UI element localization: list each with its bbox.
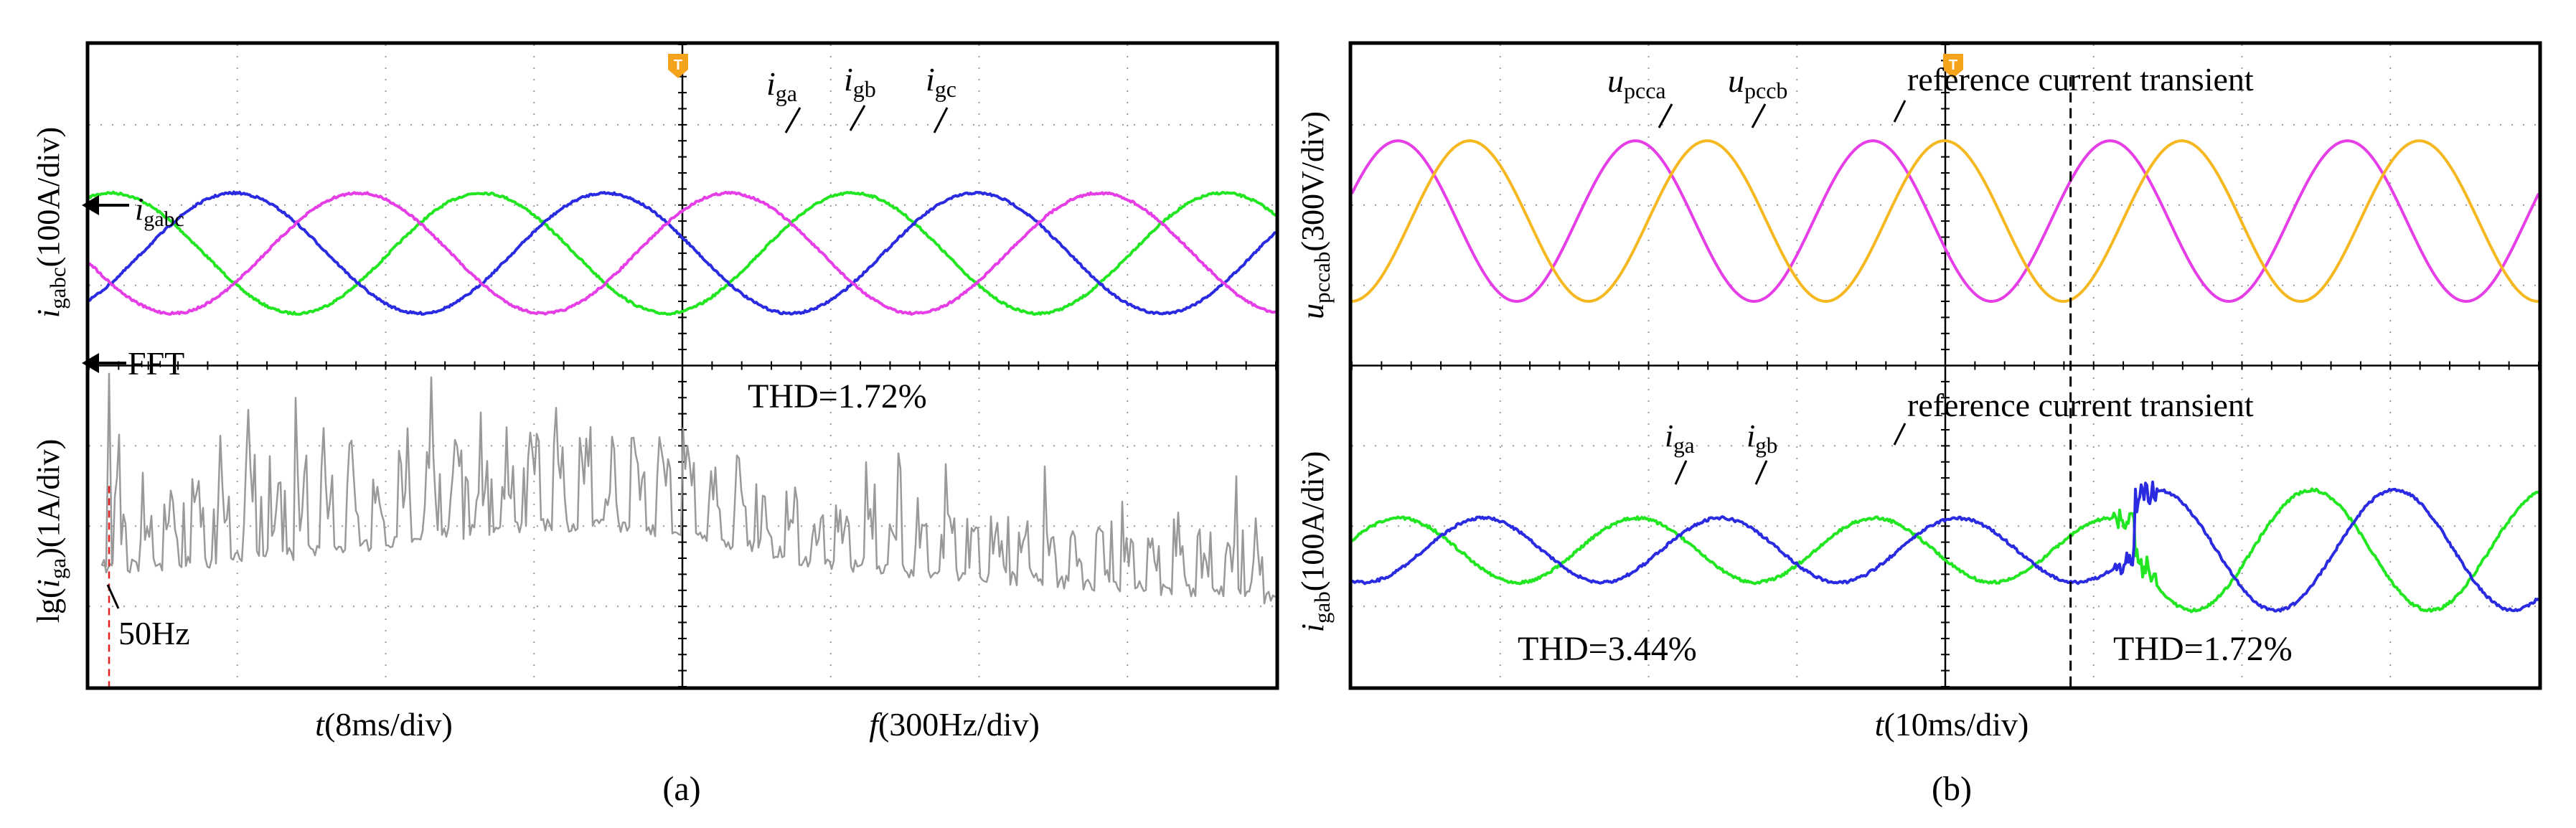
svg-text:igc: igc <box>926 61 956 102</box>
series-igc-a <box>89 190 1276 316</box>
label-upcca: upcca <box>1607 62 1673 128</box>
panel-a-lower-ylabel: lg(iga)(1A/div) <box>31 439 70 624</box>
label-igb-a-main: i <box>844 61 853 98</box>
label-igb-b: igb <box>1747 418 1777 485</box>
fundamental-label-leader <box>106 584 120 609</box>
svg-text:upcca: upcca <box>1607 62 1666 103</box>
panel-b-grid <box>1351 44 2539 687</box>
label-igb-b-sub: gb <box>1755 433 1777 458</box>
panel-b-lower-ylabel: igab(100A/div) <box>1295 451 1335 633</box>
annotation-upper: reference current transient <box>1907 61 2254 98</box>
panel-b-xlabel: t(10ms/div) <box>1875 706 2029 743</box>
svg-text:igb: igb <box>1747 418 1777 458</box>
channel-marker-igabc-main: i <box>135 192 144 227</box>
trigger-marker-a: T <box>668 54 688 78</box>
panel-a-grid <box>88 44 1277 687</box>
panel-b-traces <box>1352 139 2539 613</box>
panel-a-xlabel-freq: f(300Hz/div) <box>869 706 1040 743</box>
label-upccb-main: u <box>1728 62 1744 99</box>
thd-after: THD=1.72% <box>2113 630 2293 668</box>
label-iga-b-main: i <box>1665 418 1673 453</box>
panel-b: T reference current transient reference … <box>1295 41 2542 808</box>
trigger-marker-b: T <box>1943 54 1963 78</box>
channel-marker-igabc-sub: gabc <box>144 207 184 231</box>
label-iga-a: iga <box>766 65 802 133</box>
fundamental-label: 50Hz <box>118 615 190 651</box>
channel-marker-fft-text: FFT <box>128 345 184 382</box>
series-upccb <box>1352 139 2539 303</box>
fft-spectrum <box>100 372 1276 605</box>
label-igc-a-main: i <box>926 61 935 98</box>
svg-text:upccb: upccb <box>1728 62 1787 103</box>
svg-text:igb: igb <box>844 61 876 102</box>
panel-b-caption: (b) <box>1932 770 1972 808</box>
series-igb-a <box>89 190 1276 316</box>
thd-label-a: THD=1.72% <box>748 377 927 415</box>
panel-a: T iga igb igc igabc FFT THD=1.72% <box>31 41 1279 808</box>
label-upcca-main: u <box>1607 62 1624 99</box>
svg-text:iga: iga <box>1665 418 1695 458</box>
series-upcca <box>1352 139 2539 303</box>
label-iga-a-sub: ga <box>776 80 797 106</box>
label-iga-a-main: i <box>766 65 776 102</box>
label-upccb: upccb <box>1728 62 1787 128</box>
label-igc-a: igc <box>926 61 956 133</box>
label-upcca-sub: pcca <box>1624 77 1666 103</box>
channel-marker-igabc: igabc <box>82 192 184 231</box>
panel-a-xlabel-time: t(8ms/div) <box>315 706 453 743</box>
series-igb-b <box>1352 480 2539 613</box>
panel-a-traces <box>89 190 1276 605</box>
panel-b-upper-ylabel: upccab(300V/div) <box>1295 111 1335 319</box>
annotation-upper-leader <box>1893 100 1907 123</box>
panel-a-upper-ylabel: igabc(100A/div) <box>31 127 70 318</box>
svg-text:igabc: igabc <box>135 192 184 231</box>
annotation-lower-leader <box>1893 423 1907 446</box>
label-igb-a-sub: gb <box>853 76 876 102</box>
label-igc-a-sub: gc <box>935 76 956 102</box>
thd-before: THD=3.44% <box>1518 630 1697 668</box>
series-iga-b <box>1352 487 2539 613</box>
panel-a-caption: (a) <box>662 770 700 808</box>
channel-marker-fft: FFT <box>82 345 184 382</box>
label-iga-b: iga <box>1665 418 1695 485</box>
panel-b-frame <box>1348 41 2542 690</box>
trigger-marker-b-text: T <box>1949 57 1957 73</box>
label-igb-a: igb <box>844 61 876 131</box>
svg-text:iga: iga <box>766 65 797 106</box>
label-igb-b-main: i <box>1747 418 1755 453</box>
label-iga-b-sub: ga <box>1673 433 1695 458</box>
annotation-lower: reference current transient <box>1907 387 2254 423</box>
label-upccb-sub: pccb <box>1744 77 1787 103</box>
series-iga-a <box>89 190 1276 316</box>
trigger-marker-a-text: T <box>674 57 682 73</box>
